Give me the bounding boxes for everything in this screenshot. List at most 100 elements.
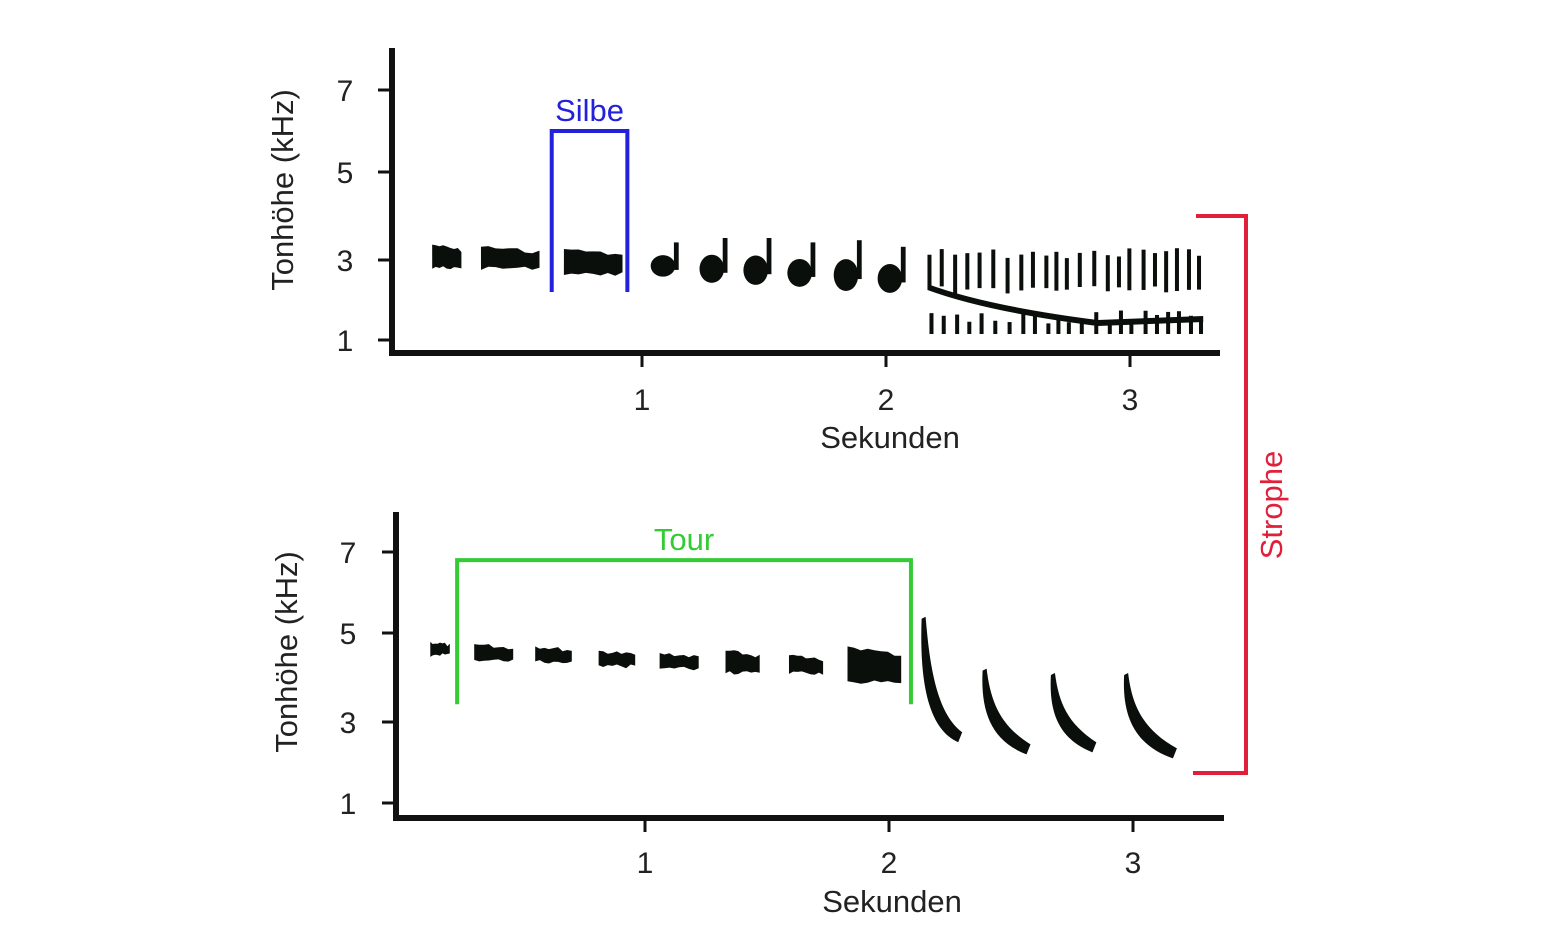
trill-stroke	[1032, 315, 1037, 334]
syllable-mark	[432, 244, 462, 270]
trill-stroke	[1164, 251, 1169, 293]
trill-stroke	[1092, 250, 1097, 287]
trill-stroke	[1127, 248, 1132, 291]
syllable-mark	[535, 646, 572, 664]
trill-stroke	[953, 254, 958, 294]
syllable-mark	[563, 249, 623, 276]
trill-stroke	[941, 315, 946, 334]
syllable-mark	[833, 240, 862, 291]
note-head	[833, 259, 859, 291]
syllable-mark	[650, 242, 679, 277]
trill-stroke	[965, 253, 970, 290]
trill-stroke	[1077, 252, 1082, 288]
syllable-mark	[921, 616, 963, 743]
trill-stroke	[977, 252, 982, 289]
y-tick-label: 3	[337, 245, 354, 278]
trill-stroke	[1021, 310, 1026, 334]
syllable-mark	[847, 646, 902, 684]
silbe-label: Silbe	[555, 93, 624, 128]
trill-stroke	[1199, 320, 1204, 334]
trill-stroke	[1186, 249, 1191, 290]
note-head	[650, 255, 676, 277]
spectrogram-panel-top: 1 3 5 7 1 2 3 Tonhöhe (kHz) Sekunden Silbe	[265, 48, 1220, 455]
trill-stroke	[1116, 256, 1121, 288]
y-axis-title: Tonhöhe (kHz)	[265, 89, 300, 291]
trill-stroke	[1064, 258, 1069, 290]
trill-stroke	[929, 313, 934, 334]
syllable-mark	[659, 653, 699, 671]
trill-stroke	[1152, 253, 1157, 287]
trill-stroke	[1007, 322, 1012, 334]
syllable-mark	[927, 248, 1204, 334]
note-head	[743, 255, 769, 285]
spectrogram-panel-bottom: 1 3 5 7 1 2 3 Tonhöhe (kHz) Sekunden Tour	[269, 512, 1224, 919]
note-stem	[856, 240, 862, 280]
syllable-mark	[877, 246, 906, 293]
trill-band	[927, 284, 1204, 326]
trill-stroke	[1141, 249, 1146, 290]
y-tick-label: 7	[337, 75, 354, 108]
trill-stroke	[979, 313, 984, 334]
trill-stroke	[927, 254, 932, 288]
note-stem	[722, 238, 728, 273]
syllable-mark	[1123, 673, 1177, 759]
x-tick-label: 2	[881, 847, 898, 880]
syllable-mark	[598, 650, 636, 669]
y-tick-label: 1	[337, 325, 354, 358]
tour-label: Tour	[654, 522, 714, 557]
x-tick-label: 2	[878, 384, 895, 417]
syllable-mark	[480, 246, 540, 270]
strophe-label: Strophe	[1254, 451, 1289, 560]
note-head	[787, 258, 812, 287]
trill-stroke	[1079, 321, 1084, 334]
x-tick-label: 1	[634, 384, 651, 417]
trill-stroke	[993, 320, 998, 334]
syllable-mark	[788, 654, 824, 675]
y-tick-label: 5	[340, 618, 357, 651]
x-tick-label: 3	[1122, 384, 1139, 417]
syllable-mark	[743, 238, 772, 285]
trill-stroke	[1005, 257, 1010, 294]
trill-stroke	[1056, 316, 1061, 334]
note-head	[699, 254, 725, 283]
trill-stroke	[991, 249, 996, 289]
syllable-mark	[430, 641, 450, 657]
strophe-bracket: Strophe	[1193, 214, 1289, 775]
silbe-bracket	[549, 129, 630, 292]
trill-stroke	[1197, 255, 1202, 290]
trill-stroke	[1054, 251, 1059, 291]
y-tick-label: 1	[340, 788, 357, 821]
trill-stroke	[955, 314, 960, 334]
y-axis-title: Tonhöhe (kHz)	[269, 551, 304, 753]
trill-stroke	[1129, 321, 1134, 334]
strophe-bracket-line	[1193, 214, 1248, 775]
syllable-mark	[725, 650, 760, 675]
syllable-mark	[787, 242, 816, 287]
note-stem	[673, 242, 679, 270]
trill-stroke	[967, 321, 972, 334]
syllable-mark	[699, 238, 728, 283]
trill-stroke	[1188, 315, 1193, 334]
note-head	[877, 263, 903, 293]
syllable-mark	[474, 644, 514, 662]
trill-stroke	[1066, 322, 1071, 334]
x-axis-title: Sekunden	[822, 884, 962, 919]
trill-stroke	[1107, 322, 1112, 334]
trill-stroke	[1105, 255, 1110, 292]
note-stem	[900, 246, 906, 283]
trill-stroke	[1154, 314, 1159, 334]
x-axis-title: Sekunden	[820, 420, 960, 455]
syllable-mark	[982, 668, 1031, 755]
trill-stroke	[1030, 251, 1035, 288]
x-tick-label: 1	[637, 847, 654, 880]
y-tick-label: 5	[337, 157, 354, 190]
trill-stroke	[939, 249, 944, 287]
y-tick-label: 3	[340, 707, 357, 740]
note-stem	[810, 242, 816, 277]
trill-stroke	[1044, 255, 1049, 289]
trill-stroke	[1174, 248, 1179, 291]
trill-stroke	[1019, 254, 1024, 291]
tour-bracket	[455, 558, 913, 705]
syllable-mark	[1050, 673, 1097, 753]
